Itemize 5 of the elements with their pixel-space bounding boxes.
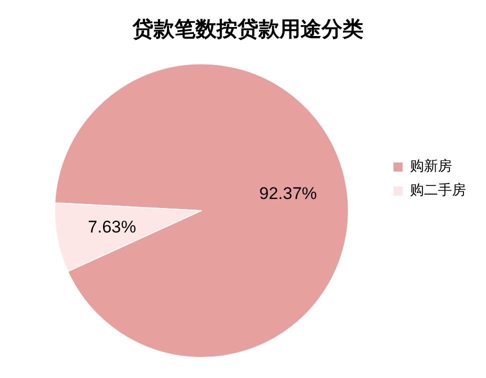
data-label: 92.37% bbox=[259, 184, 317, 203]
legend-label: 购二手房 bbox=[410, 182, 466, 199]
legend-label: 购新房 bbox=[410, 158, 452, 175]
chart-title: 贷款笔数按贷款用途分类 bbox=[132, 17, 364, 42]
data-label: 7.63% bbox=[88, 217, 136, 236]
